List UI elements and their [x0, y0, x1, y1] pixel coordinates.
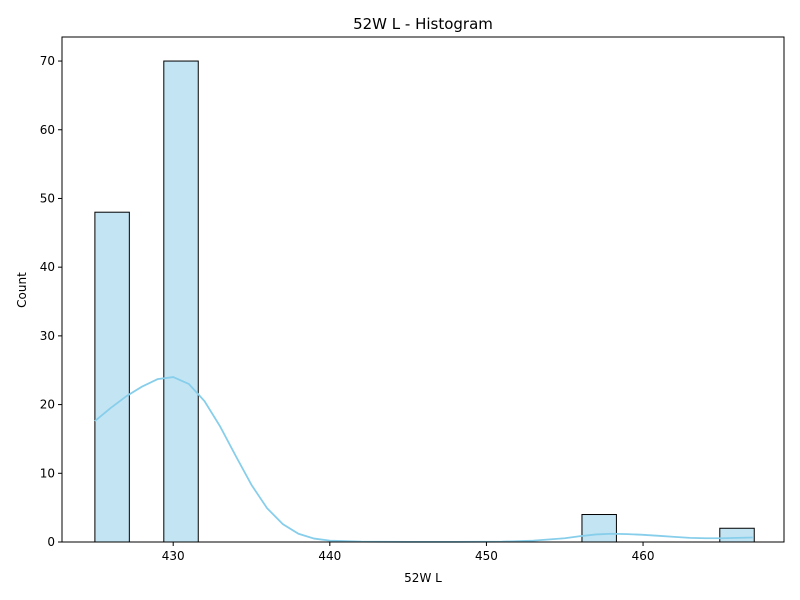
bars-group: [94, 60, 755, 543]
x-tick-label-2: 450: [475, 549, 498, 563]
y-tick-label-3: 30: [40, 329, 55, 343]
plot-frame: [61, 36, 785, 543]
x-tick-label-0: 430: [162, 549, 185, 563]
y-tick-label-2: 20: [40, 398, 55, 412]
y-tick-label-4: 40: [40, 260, 55, 274]
histogram-bar-0: [94, 211, 130, 543]
chart-title: 52W L - Histogram: [353, 15, 493, 33]
y-axis: 0 10 20 30 40 50 60 70: [40, 54, 62, 549]
x-axis-label: 52W L: [404, 571, 442, 585]
y-tick-label-7: 70: [40, 54, 55, 68]
y-axis-label: Count: [15, 272, 29, 308]
x-tick-label-1: 440: [318, 549, 341, 563]
histogram-bar-3: [719, 527, 755, 543]
y-tick-label-5: 50: [40, 191, 55, 205]
histogram-bar-2: [581, 514, 617, 543]
y-tick-label-0: 0: [47, 535, 55, 549]
histogram-bar-1: [163, 60, 199, 543]
x-axis: 430 440 450 460: [162, 542, 655, 563]
x-tick-label-3: 460: [632, 549, 655, 563]
y-tick-label-1: 10: [40, 466, 55, 480]
y-tick-label-6: 60: [40, 123, 55, 137]
